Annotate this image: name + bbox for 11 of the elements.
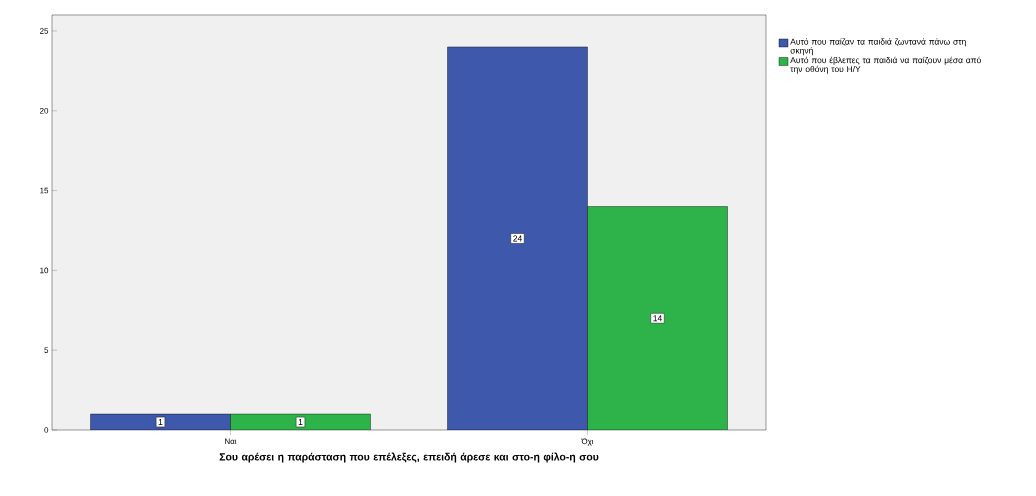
data-label: 1 [298,419,303,425]
bar [587,206,728,430]
x-axis-title: Σου αρέσει η παράσταση που επέλεξες, επειδή άρεσε και στο-η φίλο-η σου [219,452,599,463]
data-label: 24 [513,235,522,242]
bar [230,413,371,430]
bar [90,413,231,430]
legend-label: Αυτό που παίζαν τα παιδιά ζωντανά πάνω στη σκηνή [790,38,966,56]
data-label: 14 [653,315,662,322]
legend-label: Αυτό που έβλεπες τα παιδιά να παίζουν μέσα από την οθόνη του Η/Υ [790,56,981,74]
data-label: 1 [158,419,163,425]
bar [447,46,588,430]
